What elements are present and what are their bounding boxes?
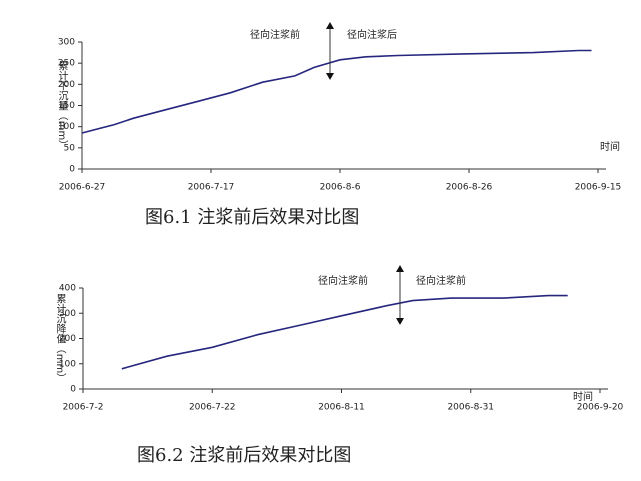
y-tick-label: 100 (59, 359, 76, 369)
y-tick-label: 150 (58, 101, 75, 111)
x-tick-label: 2006-9-15 (575, 183, 622, 193)
y-tick-label: 0 (69, 165, 75, 175)
annotation: 径向注浆前 (250, 28, 300, 41)
arrow-head (396, 265, 404, 272)
data-line (121, 294, 568, 370)
annotation: 径向注浆前 (416, 274, 466, 287)
y-tick-label: 300 (58, 38, 75, 48)
y-axis-label: 累计下沉量（mm） (56, 61, 68, 151)
y-tick-label: 400 (59, 284, 76, 294)
x-tick-label: 2006-7-2 (63, 403, 104, 413)
x-tick-label: 2006-9-20 (577, 403, 624, 413)
annotation: 径向注浆前 (318, 274, 368, 287)
caption: 图6.2 注浆前后效果对比图 (137, 445, 351, 466)
x-axis-label: 时间 (600, 140, 620, 153)
x-tick-label: 2006-8-26 (446, 183, 493, 193)
y-tick-label: 300 (59, 309, 76, 319)
arrow-head (326, 73, 334, 80)
annotation: 径向注浆后 (347, 28, 397, 41)
x-tick-label: 2006-8-31 (447, 403, 494, 413)
y-axis-label: 累计沉降值（mm） (54, 294, 66, 384)
data-line (81, 49, 592, 134)
arrow-head (396, 318, 404, 325)
x-tick-label: 2006-8-6 (320, 183, 361, 193)
y-tick-label: 250 (58, 59, 75, 69)
caption: 图6.1 注浆前后效果对比图 (145, 207, 359, 228)
x-tick-label: 2006-8-11 (318, 403, 365, 413)
arrow-head (326, 22, 334, 29)
y-tick-label: 200 (58, 80, 75, 90)
x-tick-label: 2006-7-22 (189, 403, 236, 413)
y-tick-label: 0 (70, 385, 76, 395)
x-tick-label: 2006-7-17 (188, 183, 235, 193)
y-tick-label: 100 (58, 122, 75, 132)
x-tick-label: 2006-6-27 (59, 183, 106, 193)
x-axis-label: 时间 (573, 390, 593, 403)
y-tick-label: 50 (64, 143, 76, 153)
y-tick-label: 200 (59, 334, 76, 344)
